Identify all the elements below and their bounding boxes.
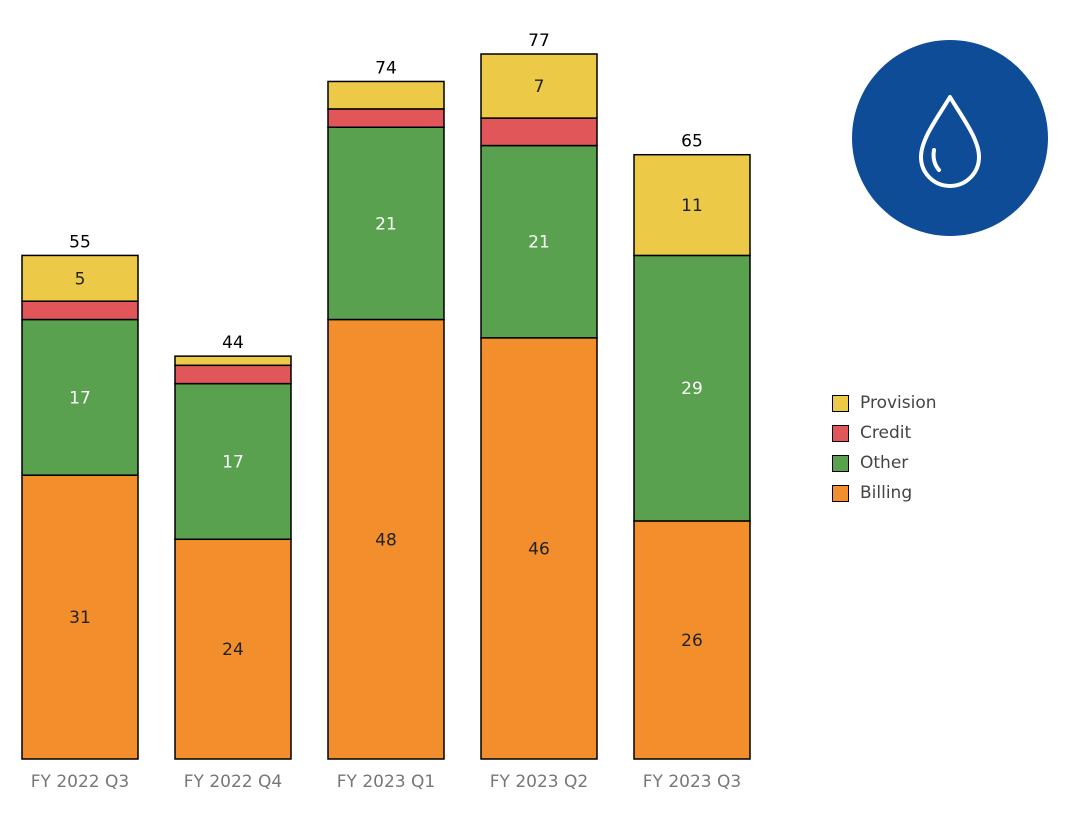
- bar-segment-other: [327, 126, 445, 321]
- data-label: 26: [681, 631, 703, 651]
- bar-segment-credit: [327, 108, 445, 128]
- x-tick-label: FY 2022 Q4: [184, 772, 282, 792]
- bar-segment-other: [480, 144, 598, 339]
- legend-swatch: [832, 424, 849, 442]
- legend-swatch: [832, 394, 849, 412]
- legend-item-other: Other: [832, 448, 937, 478]
- legend-label: Credit: [860, 423, 912, 443]
- data-label: 31: [69, 608, 91, 628]
- data-label: 5: [75, 269, 86, 289]
- legend-item-provision: Provision: [832, 388, 937, 418]
- legend-label: Other: [860, 453, 909, 473]
- bar-segment-credit: [480, 117, 598, 147]
- bar-segment-provision: [21, 254, 139, 302]
- legend-label: Billing: [860, 483, 913, 503]
- bar-segment-provision: [174, 355, 292, 367]
- x-tick-label: FY 2023 Q3: [643, 772, 741, 792]
- bar-segment-other: [633, 254, 751, 522]
- data-label: 46: [528, 539, 550, 559]
- legend-swatch: [832, 454, 849, 472]
- data-label: 21: [375, 214, 397, 234]
- legend-item-credit: Credit: [832, 418, 937, 448]
- data-label: 29: [681, 379, 703, 399]
- bar-segment-provision: [633, 153, 751, 257]
- data-label: 24: [222, 640, 244, 660]
- bar-segment-other: [21, 318, 139, 476]
- bar-segment-billing: [174, 538, 292, 760]
- legend-label: Provision: [860, 393, 937, 413]
- data-label: 7: [534, 77, 545, 97]
- bar-segment-billing: [480, 337, 598, 760]
- data-label: 48: [375, 530, 397, 550]
- data-label: 21: [528, 233, 550, 253]
- chart-legend: Provision Credit Other Billing: [832, 388, 937, 508]
- data-label: 11: [681, 196, 703, 216]
- bar-segment-other: [174, 382, 292, 541]
- water-drop-logo: [852, 40, 1048, 236]
- total-label: 55: [69, 232, 91, 252]
- total-label: 77: [528, 31, 550, 51]
- bar-segment-billing: [21, 474, 139, 760]
- bar-segment-provision: [327, 80, 445, 110]
- bar-segment-credit: [21, 300, 139, 321]
- data-label: 17: [222, 452, 244, 472]
- legend-swatch: [832, 484, 849, 502]
- data-label: 17: [69, 388, 91, 408]
- water-drop-icon: [852, 40, 1048, 236]
- bar-segment-billing: [633, 520, 751, 760]
- x-tick-label: FY 2023 Q1: [337, 772, 435, 792]
- total-label: 65: [681, 132, 703, 152]
- bar-segment-credit: [174, 364, 292, 385]
- total-label: 44: [222, 333, 244, 353]
- x-tick-label: FY 2022 Q3: [31, 772, 129, 792]
- bar-segment-provision: [480, 53, 598, 119]
- x-tick-label: FY 2023 Q2: [490, 772, 588, 792]
- total-label: 74: [375, 58, 397, 78]
- legend-item-billing: Billing: [832, 478, 937, 508]
